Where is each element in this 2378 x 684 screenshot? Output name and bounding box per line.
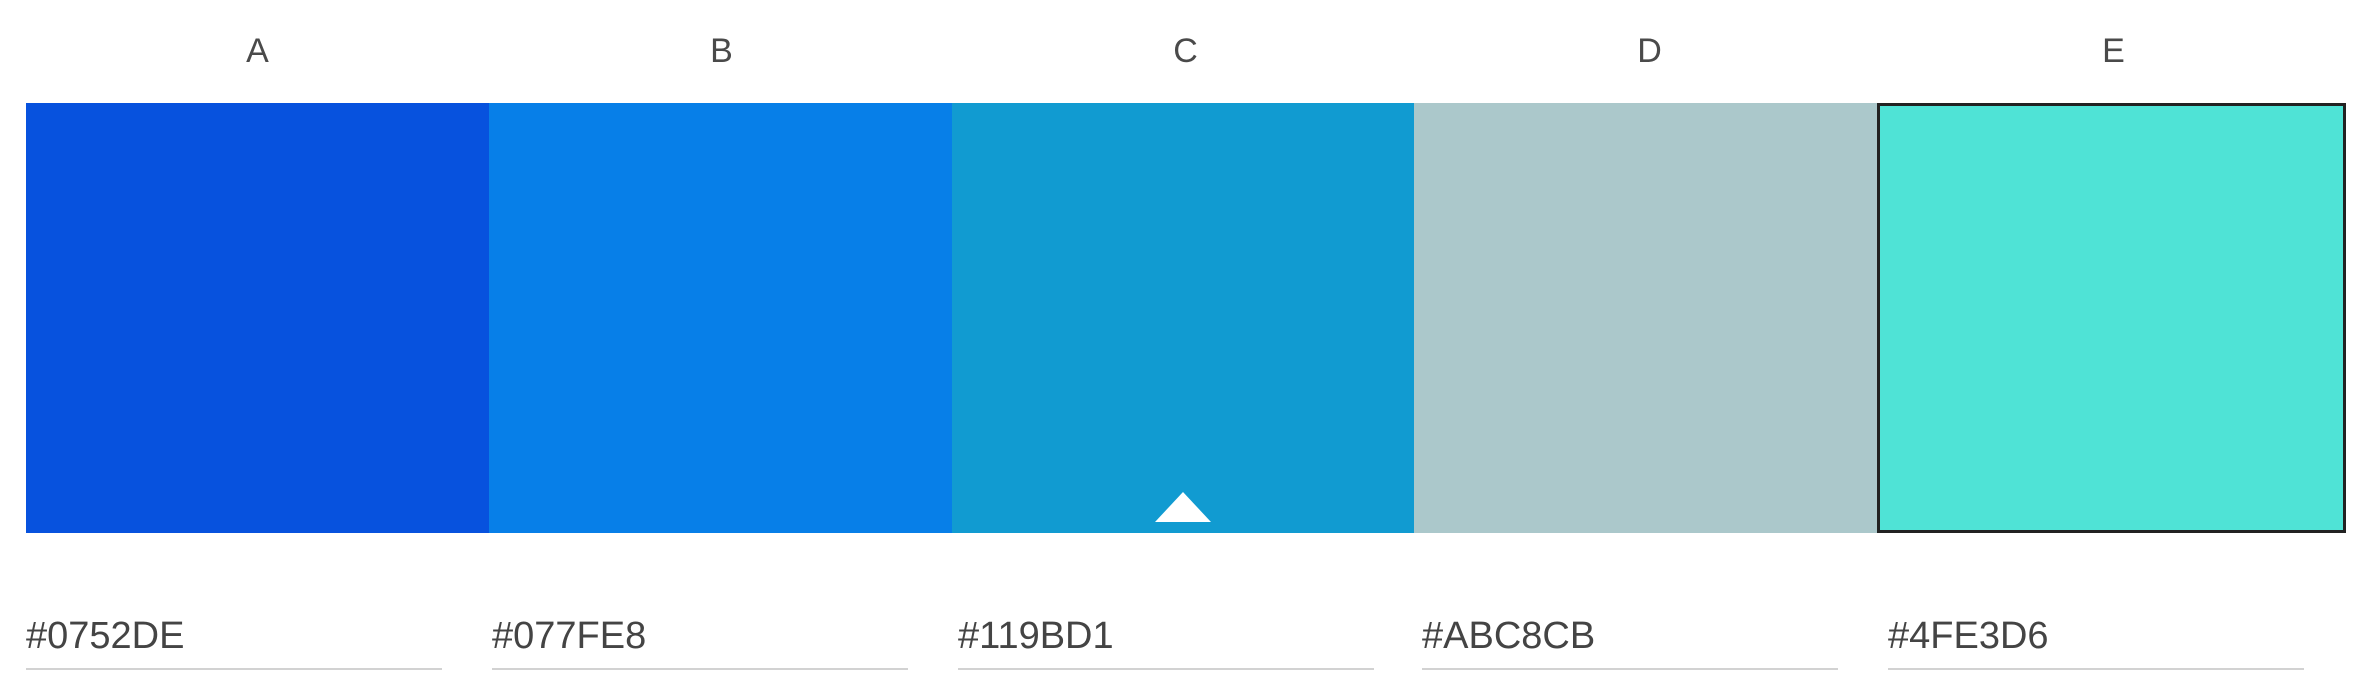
hex-cell-c	[954, 608, 1418, 678]
hex-input-a[interactable]	[26, 608, 442, 670]
hex-cell-d	[1418, 608, 1882, 678]
color-swatch-strip	[26, 103, 2346, 533]
swatch-label-b: B	[710, 32, 734, 70]
hex-cell-a	[26, 608, 490, 678]
color-swatch-b[interactable]	[488, 103, 952, 533]
color-swatch-e[interactable]	[1877, 103, 2346, 533]
hex-input-b[interactable]	[492, 608, 908, 670]
hex-input-c[interactable]	[958, 608, 1374, 670]
color-swatch-a[interactable]	[26, 103, 489, 533]
hex-cell-e	[1882, 608, 2346, 678]
color-swatch-d[interactable]	[1414, 103, 1878, 533]
swatch-label-a: A	[246, 32, 270, 70]
base-color-marker-icon[interactable]	[1154, 492, 1211, 522]
swatch-label-c: C	[1173, 32, 1199, 70]
swatch-labels: A B C D E	[26, 28, 2346, 74]
swatch-label-e: E	[2102, 32, 2126, 70]
hex-cell-b	[490, 608, 954, 678]
hex-input-e[interactable]	[1888, 608, 2304, 670]
swatch-label-d: D	[1637, 32, 1663, 70]
hex-input-d[interactable]	[1422, 608, 1838, 670]
color-swatch-c[interactable]	[951, 103, 1415, 533]
hex-inputs-row	[26, 608, 2346, 678]
